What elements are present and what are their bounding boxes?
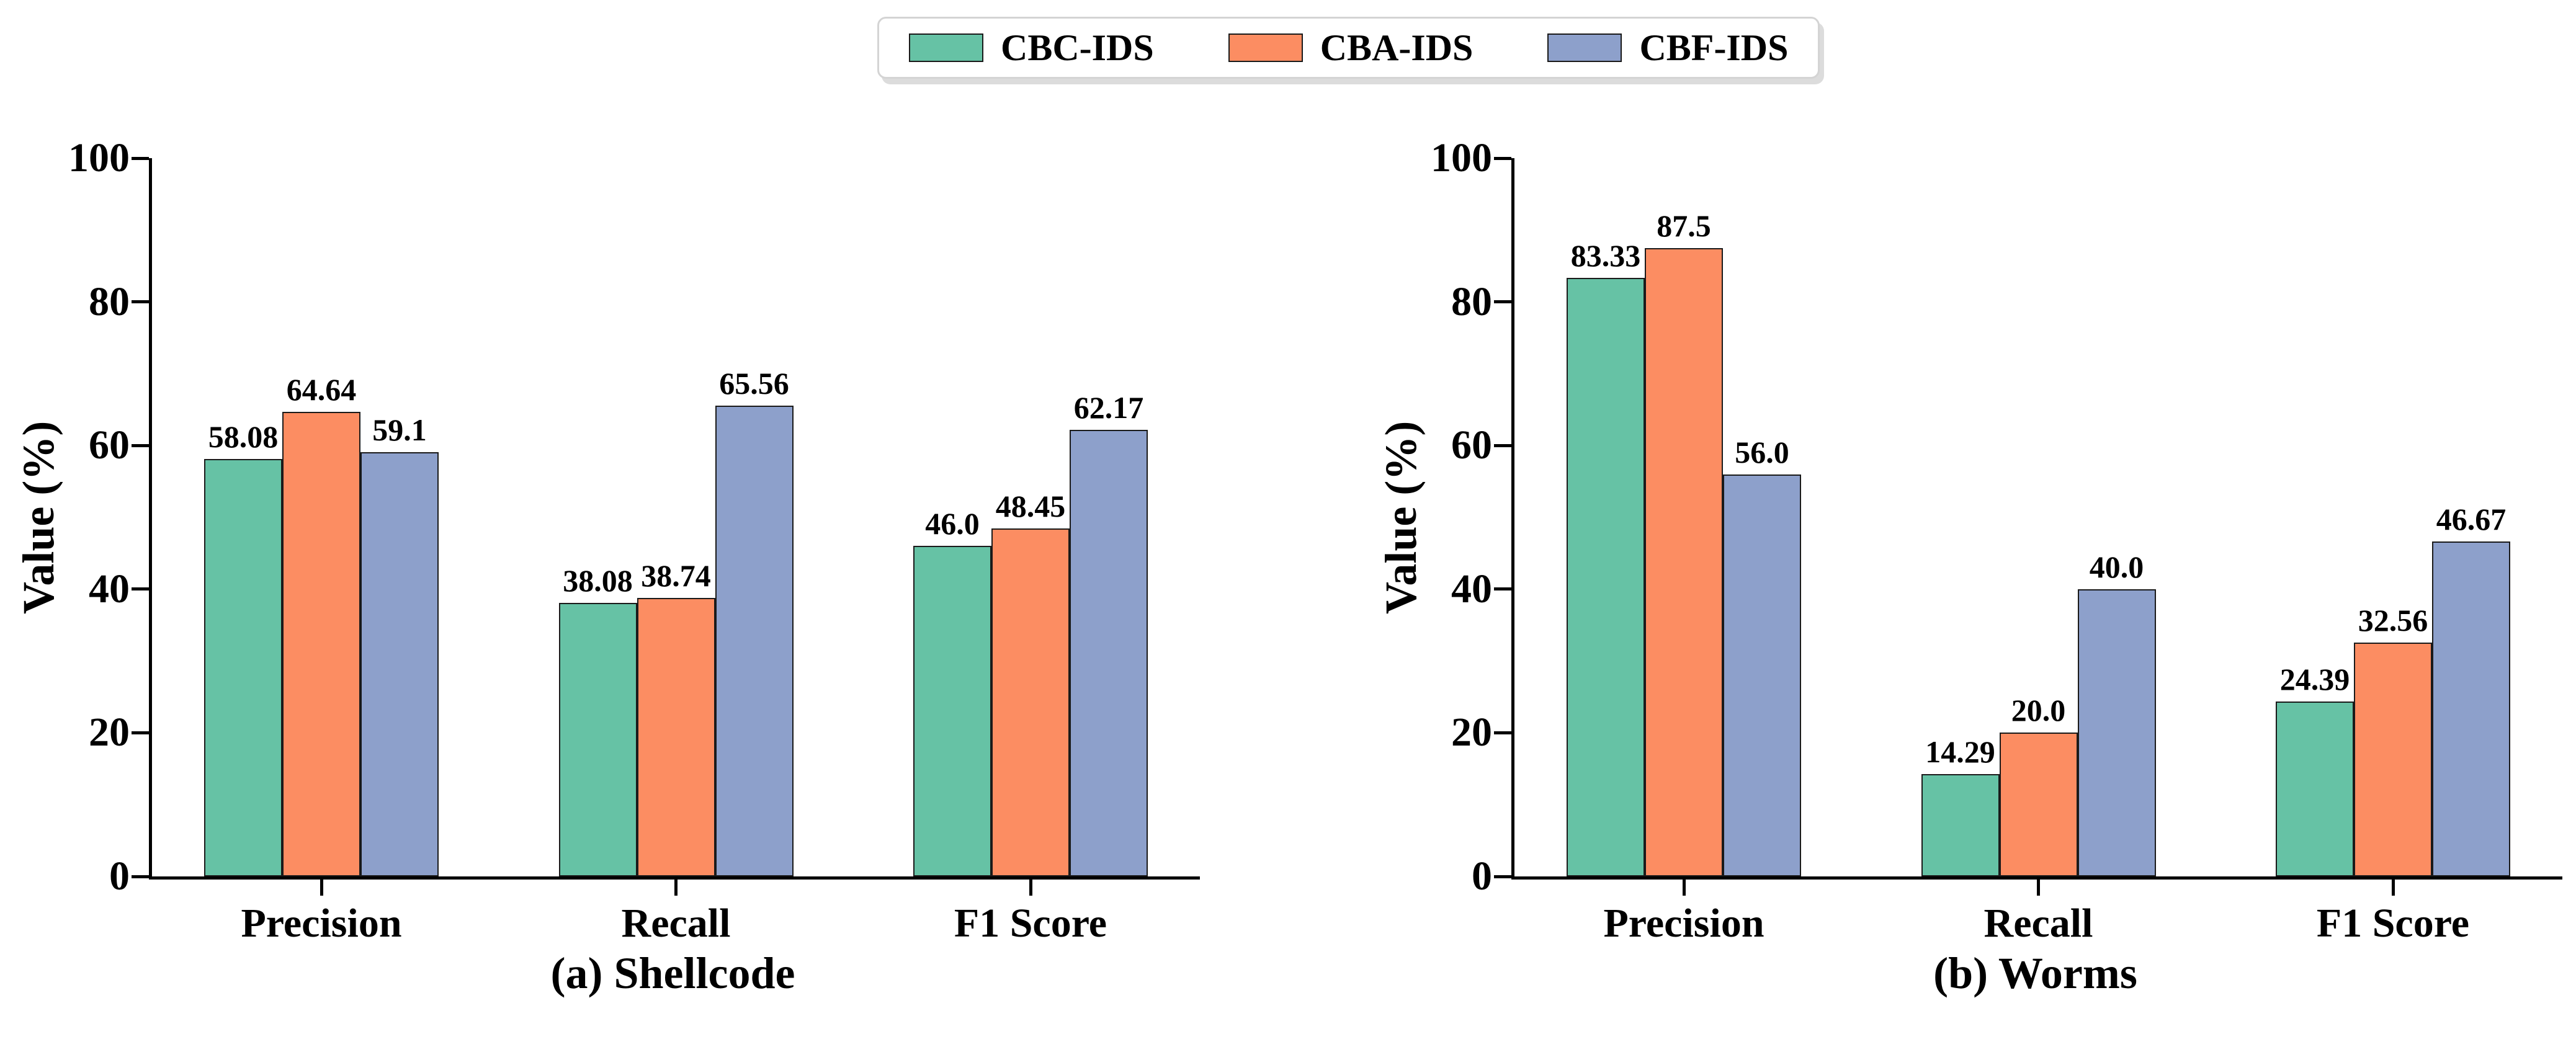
subplot-worms: Value (%) 0 20 40 60 80 100 Precision 83.33 87.5… bbox=[1362, 0, 2576, 1047]
bar-cbf-ids-precision bbox=[1723, 474, 1801, 876]
bar-cbc-ids-f1-score bbox=[2276, 701, 2354, 876]
bar-value-label: 46.67 bbox=[2436, 501, 2507, 537]
y-axis-tick-label: 0 bbox=[109, 853, 130, 899]
y-axis-tick bbox=[1494, 443, 1511, 447]
legend-label: CBA-IDS bbox=[1320, 27, 1474, 68]
y-axis-tick-label: 40 bbox=[89, 566, 130, 612]
bar-value-label: 24.39 bbox=[2279, 661, 2350, 697]
x-axis-category-label: Recall bbox=[1983, 901, 2093, 946]
y-axis-tick bbox=[1494, 300, 1511, 304]
bar-value-label: 14.29 bbox=[1925, 734, 1995, 769]
y-axis-tick-label: 80 bbox=[1451, 278, 1492, 324]
bar-cba-ids-precision bbox=[1645, 247, 1723, 876]
legend-item-cba-ids: CBA-IDS bbox=[1228, 27, 1474, 68]
bar-value-label: 64.64 bbox=[286, 372, 357, 408]
y-axis-tick bbox=[1494, 587, 1511, 591]
bar-cbf-ids-recall bbox=[715, 405, 794, 876]
bar-cbc-ids-f1-score bbox=[913, 546, 991, 876]
subplot-shellcode: Value (%) 0 20 40 60 80 100 Precision 58.08 64.6… bbox=[14, 138, 1200, 998]
x-axis-category-label: F1 Score bbox=[954, 901, 1107, 946]
y-axis-tick-label: 20 bbox=[1451, 710, 1492, 755]
bar-value-label: 58.08 bbox=[208, 419, 279, 455]
bar-cbf-ids-recall bbox=[2077, 589, 2156, 876]
y-axis-tick-label: 100 bbox=[68, 135, 130, 180]
bar-cba-ids-precision bbox=[282, 412, 360, 876]
x-axis-category-label: Precision bbox=[1603, 901, 1764, 946]
y-axis-tick-label: 20 bbox=[89, 710, 130, 755]
legend-label: CBC-IDS bbox=[1001, 27, 1154, 68]
legend-swatch-icon bbox=[909, 33, 983, 62]
y-axis-tick bbox=[132, 587, 149, 591]
bar-cbc-ids-precision bbox=[204, 459, 282, 876]
bar-value-label: 20.0 bbox=[2011, 693, 2066, 728]
y-axis-tick bbox=[132, 156, 149, 160]
y-axis-tick-label: 80 bbox=[89, 278, 130, 324]
x-axis-tick bbox=[320, 880, 323, 896]
bar-cba-ids-f1-score bbox=[991, 528, 1070, 876]
y-axis-tick-label: 0 bbox=[1472, 853, 1492, 899]
y-axis-tick-label: 100 bbox=[1431, 135, 1492, 180]
bar-value-label: 38.08 bbox=[563, 563, 633, 599]
y-axis-label: Value (%) bbox=[1376, 421, 1426, 614]
bar-value-label: 62.17 bbox=[1073, 390, 1144, 425]
subplot-caption: (a) Shellcode bbox=[550, 948, 795, 998]
plot-area: 0 20 40 60 80 100 Precision 58.08 64.64 59.1 Recal… bbox=[68, 138, 1200, 946]
bar-value-label: 83.33 bbox=[1570, 238, 1641, 274]
x-axis-tick bbox=[674, 880, 678, 896]
y-axis-tick bbox=[132, 875, 149, 878]
bar-value-label: 87.5 bbox=[1657, 208, 1711, 243]
bar-cbf-ids-f1-score bbox=[1070, 430, 1148, 876]
bar-value-label: 56.0 bbox=[1735, 434, 1789, 470]
legend-label: CBF-IDS bbox=[1639, 27, 1789, 68]
x-axis-category-label: F1 Score bbox=[2316, 901, 2470, 946]
plot-area: 0 20 40 60 80 100 Precision 83.33 87.5 56.0 Recall… bbox=[1431, 138, 2562, 946]
x-axis-tick bbox=[1029, 880, 1032, 896]
y-axis-tick bbox=[1494, 731, 1511, 734]
y-axis-tick bbox=[132, 443, 149, 447]
x-axis-tick bbox=[2391, 880, 2395, 896]
bar-cbf-ids-f1-score bbox=[2432, 541, 2510, 876]
subplot-caption: (b) Worms bbox=[1933, 948, 2137, 998]
legend-swatch-icon bbox=[1547, 33, 1622, 62]
y-axis-tick-label: 60 bbox=[89, 422, 130, 468]
y-axis-tick-label: 40 bbox=[1451, 566, 1492, 612]
bar-value-label: 38.74 bbox=[641, 558, 711, 594]
y-axis-tick bbox=[1494, 875, 1511, 878]
x-axis-category-label: Precision bbox=[241, 901, 402, 946]
legend-item-cbf-ids: CBF-IDS bbox=[1547, 29, 1788, 66]
bar-cbc-ids-precision bbox=[1567, 278, 1645, 876]
bar-value-label: 32.56 bbox=[2358, 602, 2428, 638]
bar-cba-ids-recall bbox=[1999, 733, 2078, 876]
x-axis-category-label: Recall bbox=[621, 901, 731, 946]
legend: CBC-IDS CBA-IDS CBF-IDS bbox=[877, 17, 1820, 79]
x-axis-tick bbox=[1682, 880, 1686, 896]
legend-item-cbc-ids: CBC-IDS bbox=[909, 29, 1154, 66]
bar-value-label: 40.0 bbox=[2089, 549, 2144, 584]
x-axis-tick bbox=[2037, 880, 2040, 896]
legend-swatch-icon bbox=[1228, 33, 1303, 62]
y-axis-tick bbox=[132, 731, 149, 734]
bar-value-label: 65.56 bbox=[719, 365, 789, 401]
bar-cbc-ids-recall bbox=[1921, 773, 2000, 876]
y-axis-label: Value (%) bbox=[14, 421, 63, 614]
bar-cbf-ids-precision bbox=[360, 452, 439, 876]
bar-value-label: 48.45 bbox=[995, 488, 1066, 524]
bar-cbc-ids-recall bbox=[558, 603, 637, 876]
y-axis-tick bbox=[1494, 156, 1511, 160]
y-axis-tick-label: 60 bbox=[1451, 422, 1492, 468]
bar-cba-ids-recall bbox=[637, 598, 715, 876]
bar-cba-ids-f1-score bbox=[2354, 642, 2432, 876]
y-axis-tick bbox=[132, 300, 149, 304]
bar-value-label: 46.0 bbox=[925, 506, 980, 541]
bar-value-label: 59.1 bbox=[372, 412, 427, 447]
